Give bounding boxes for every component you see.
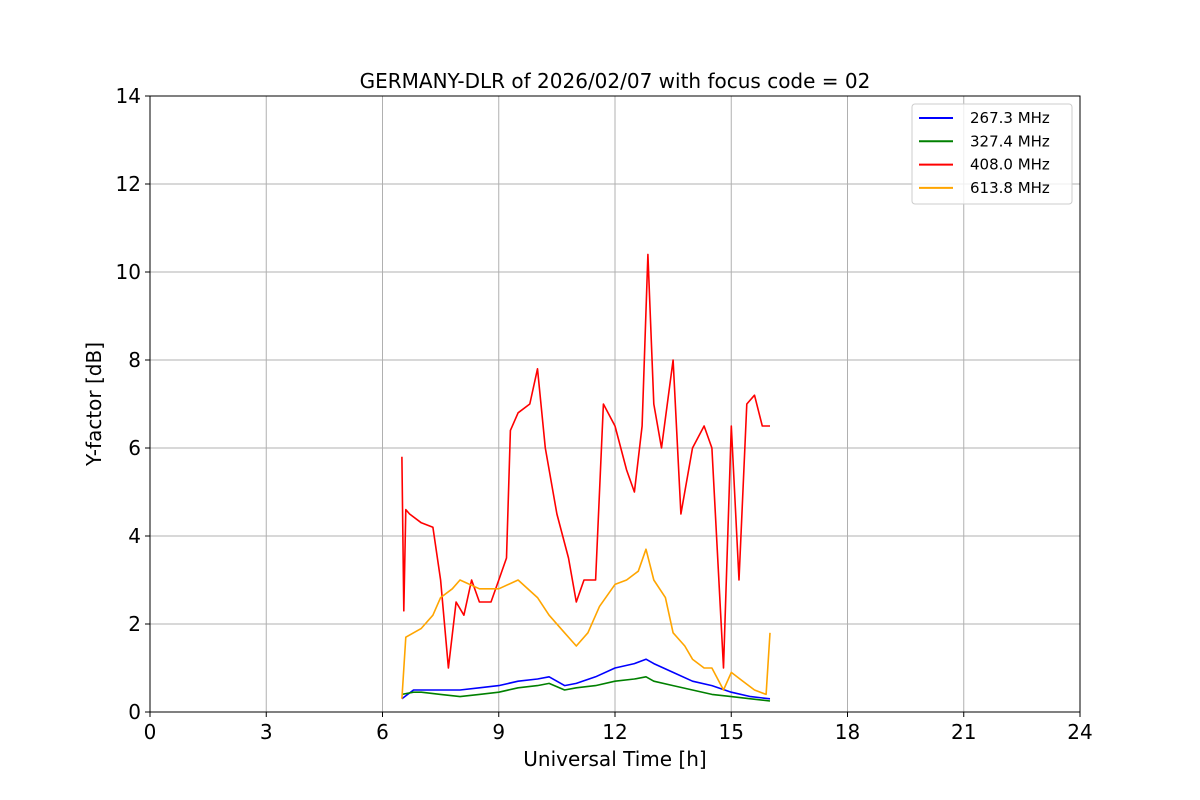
legend-label: 267.3 MHz xyxy=(970,109,1050,127)
legend-frame xyxy=(911,103,1073,205)
series-line-327-4-mhz xyxy=(401,675,771,702)
x-tick-label: 3 xyxy=(260,720,273,744)
x-tick-label: 15 xyxy=(719,720,744,744)
x-tick-label: 6 xyxy=(376,720,389,744)
legend-label: 613.8 MHz xyxy=(970,179,1050,197)
legend-label: 327.4 MHz xyxy=(970,132,1050,150)
y-tick-label: 0 xyxy=(128,700,141,724)
chart-title: GERMANY-DLR of 2026/02/07 with focus cod… xyxy=(360,69,871,93)
x-tick-label: 24 xyxy=(1067,720,1092,744)
x-tick-label: 21 xyxy=(951,720,976,744)
y-tick-label: 14 xyxy=(116,84,141,108)
legend-label: 408.0 MHz xyxy=(970,156,1050,174)
y-tick-label: 6 xyxy=(128,436,141,460)
y-tick-label: 8 xyxy=(128,348,141,372)
y-tick-label: 2 xyxy=(128,612,141,636)
series-line-408-0-mhz xyxy=(401,253,770,669)
series-line-613-8-mhz xyxy=(401,548,771,699)
x-tick-label: 0 xyxy=(144,720,157,744)
x-tick-label: 18 xyxy=(835,720,860,744)
series-line-267-3-mhz xyxy=(401,658,771,700)
x-tick-label: 12 xyxy=(602,720,627,744)
y-axis-label: Y-factor [dB] xyxy=(82,342,106,467)
y-tick-label: 10 xyxy=(116,260,141,284)
x-tick-label: 9 xyxy=(492,720,505,744)
plot-lines xyxy=(401,253,771,702)
y-tick-label: 12 xyxy=(116,172,141,196)
y-tick-label: 4 xyxy=(128,524,141,548)
legend: 267.3 MHz 327.4 MHz 408.0 MHz 613.8 MHz xyxy=(911,103,1073,205)
x-axis-label: Universal Time [h] xyxy=(523,747,706,771)
